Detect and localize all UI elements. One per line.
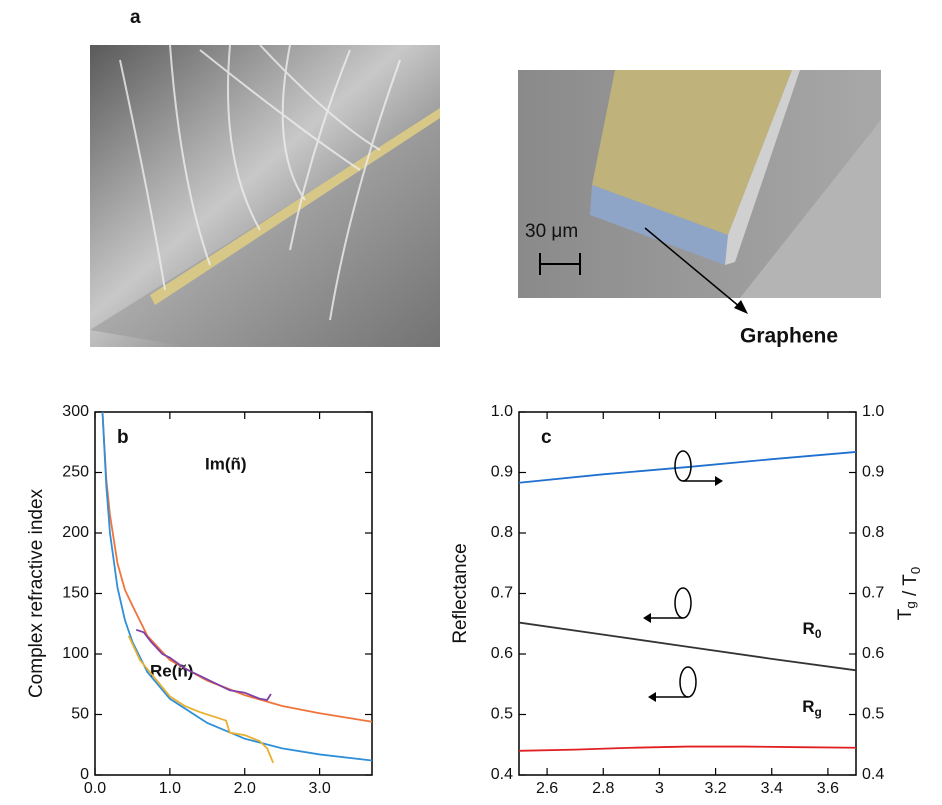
y2-axis-label: Tg / T0	[895, 567, 923, 621]
chart: 2.6 2.8 3 3.2 3.4 3.6 0.4 0.5 0.6 0.7 0.8 0.9 1.0 0.4…	[450, 403, 923, 805]
x-tick-label: 3.6	[817, 780, 839, 797]
series-label: Rg	[802, 697, 822, 719]
series-line	[519, 747, 856, 751]
y2-tick-label: 0.5	[862, 706, 884, 723]
x-tick-label: 3.2	[704, 780, 726, 797]
y-tick-label: 100	[62, 645, 89, 662]
y-tick-label: 250	[62, 464, 89, 481]
y-tick-label: 0	[80, 766, 89, 783]
pointer-loop	[675, 588, 691, 618]
y2-tick-label: 0.9	[862, 464, 884, 481]
scale-bar-label: 30 μm	[525, 221, 578, 242]
x-tick-label: 3.4	[761, 780, 783, 797]
y-axis-label: Complex refractive index	[26, 488, 47, 698]
x-tick-label: 3	[655, 780, 664, 797]
y-tick-label: 0.5	[491, 706, 513, 723]
panel-label: c	[541, 427, 552, 448]
y2-tick-label: 0.8	[862, 524, 884, 541]
panel-label: b	[117, 427, 129, 448]
x-tick-label: 1.0	[159, 780, 181, 797]
pointer-loop	[680, 667, 696, 697]
series-label: R0	[803, 619, 822, 641]
y-tick-label: 0.7	[491, 585, 513, 602]
y2-tick-label: 1.0	[862, 403, 884, 420]
pointer-head	[648, 692, 656, 702]
y2-tick-label: 0.7	[862, 585, 884, 602]
y-tick-label: 50	[71, 706, 89, 723]
x-tick-label: 3.0	[308, 780, 330, 797]
chart: 0.01.02.03.0050100150200250300Frequency …	[26, 403, 372, 805]
sem-image-right	[518, 70, 881, 314]
pointer-loop	[675, 451, 691, 481]
y2-tick-label: 0.4	[862, 766, 884, 783]
series-label: Re(ñ)	[150, 661, 193, 680]
figure: a 30 μm Graphene 0.01.02.03.005010015020…	[0, 0, 942, 805]
callout-label: Graphene	[740, 325, 838, 348]
sem-image-left	[90, 45, 440, 347]
series-label: Im(ñ)	[205, 454, 247, 473]
panel-label: a	[130, 7, 141, 28]
y-tick-label: 0.8	[491, 524, 513, 541]
y-tick-label: 200	[62, 524, 89, 541]
y-tick-label: 1.0	[491, 403, 513, 420]
y-tick-label: 0.9	[491, 464, 513, 481]
y-tick-label: 300	[62, 403, 89, 420]
y2-tick-label: 0.6	[862, 645, 884, 662]
y-tick-label: 0.6	[491, 645, 513, 662]
pointer-head	[643, 613, 651, 623]
y-tick-label: 150	[62, 585, 89, 602]
x-tick-label: 2.0	[234, 780, 256, 797]
y-tick-label: 0.4	[491, 766, 513, 783]
pointer-head	[715, 476, 723, 486]
series-line	[129, 636, 273, 763]
y-axis-label: Reflectance	[450, 543, 471, 643]
x-tick-label: 2.8	[592, 780, 614, 797]
x-tick-label: 2.6	[536, 780, 558, 797]
